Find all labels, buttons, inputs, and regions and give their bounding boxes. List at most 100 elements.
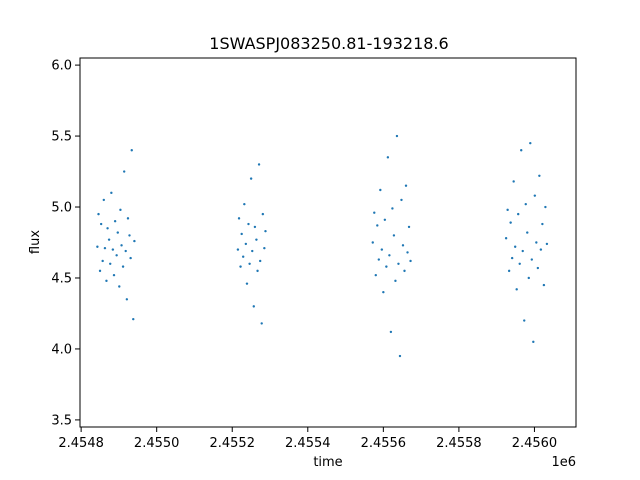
data-point	[129, 256, 132, 260]
data-point	[536, 266, 540, 270]
data-point	[130, 149, 133, 152]
data-point	[103, 246, 107, 250]
data-point	[99, 222, 103, 226]
data-point	[386, 156, 390, 159]
data-point	[379, 188, 382, 192]
data-point	[255, 238, 258, 241]
data-point	[392, 234, 396, 237]
data-point	[397, 262, 400, 265]
data-point	[128, 234, 131, 237]
x-axis-label: time	[313, 455, 342, 470]
data-point	[261, 212, 265, 216]
data-point	[248, 262, 251, 265]
data-point	[406, 251, 409, 254]
data-point	[110, 191, 113, 195]
data-point	[506, 208, 509, 212]
data-point	[240, 232, 243, 236]
data-point	[111, 248, 115, 251]
data-point	[545, 242, 549, 246]
data-point	[133, 239, 136, 243]
data-point	[256, 269, 259, 273]
data-point	[541, 222, 544, 226]
data-point	[382, 290, 385, 294]
data-point	[521, 249, 524, 253]
data-point	[515, 288, 518, 291]
x-tick-label: 2.4556	[361, 436, 407, 451]
data-point	[377, 258, 381, 261]
y-axis: 3.5 4.0 4.5 5.0 5.5 6.0	[51, 59, 80, 428]
data-point	[401, 244, 405, 247]
y-tick-label: 4.5	[51, 271, 72, 286]
data-point	[237, 217, 241, 220]
x-tick-label: 2.4554	[285, 436, 331, 451]
data-point	[383, 218, 387, 221]
data-point	[391, 207, 394, 210]
data-point	[371, 241, 374, 244]
data-point	[504, 237, 508, 240]
data-point	[102, 198, 105, 202]
data-point	[380, 248, 384, 251]
data-point	[116, 231, 119, 234]
data-point	[524, 202, 527, 206]
data-point	[241, 255, 245, 258]
data-point	[385, 265, 388, 268]
data-point	[509, 221, 512, 224]
data-point	[106, 227, 109, 230]
data-point	[97, 212, 100, 216]
data-point	[132, 317, 135, 321]
data-point	[245, 282, 249, 285]
data-point	[376, 224, 379, 227]
data-point	[398, 354, 402, 358]
x-tick-label: 2.4552	[209, 436, 255, 451]
data-point	[105, 279, 108, 283]
data-point	[532, 340, 535, 344]
data-point	[252, 305, 255, 308]
x-offset-label: 1e6	[551, 455, 576, 470]
data-point	[119, 208, 122, 212]
x-tick-label: 2.4558	[436, 436, 482, 451]
data-point	[535, 241, 538, 244]
data-point	[409, 259, 412, 263]
data-point	[374, 273, 377, 277]
data-point	[263, 246, 266, 250]
data-point	[533, 194, 537, 197]
data-point	[258, 259, 262, 263]
data-point	[251, 249, 254, 253]
data-point	[264, 229, 267, 233]
data-point	[101, 259, 104, 263]
data-point	[109, 262, 112, 265]
x-tick-label: 2.4548	[58, 436, 104, 451]
data-point	[507, 269, 511, 273]
data-point	[523, 319, 526, 322]
data-point	[388, 254, 391, 257]
data-point	[526, 231, 529, 234]
data-point	[244, 242, 248, 246]
plot-points	[96, 134, 549, 358]
y-tick-label: 6.0	[51, 59, 72, 74]
data-point	[513, 245, 517, 248]
y-tick-label: 3.5	[51, 413, 72, 428]
data-point	[236, 248, 240, 251]
data-point	[113, 220, 117, 223]
data-point	[544, 205, 547, 209]
data-point	[517, 212, 520, 216]
x-axis: 2.4548 2.4550 2.4552 2.4554 2.4556 2.4558 2.45…	[58, 427, 557, 451]
data-point	[96, 245, 99, 248]
data-point	[404, 184, 408, 187]
data-point	[400, 198, 403, 202]
data-point	[403, 269, 406, 273]
y-tick-label: 5.0	[51, 201, 72, 216]
data-point	[247, 222, 250, 226]
y-tick-label: 5.5	[51, 130, 72, 145]
data-point	[512, 180, 515, 183]
data-point	[407, 225, 411, 229]
data-point	[260, 322, 263, 325]
data-point	[115, 254, 118, 257]
data-point	[527, 276, 530, 280]
data-point	[249, 177, 253, 180]
y-axis-label: flux	[28, 230, 43, 254]
data-point	[394, 279, 397, 283]
data-point	[118, 285, 121, 288]
chart-title: 1SWASPJ083250.81-193218.6	[209, 34, 448, 53]
y-tick-label: 4.0	[51, 342, 72, 357]
